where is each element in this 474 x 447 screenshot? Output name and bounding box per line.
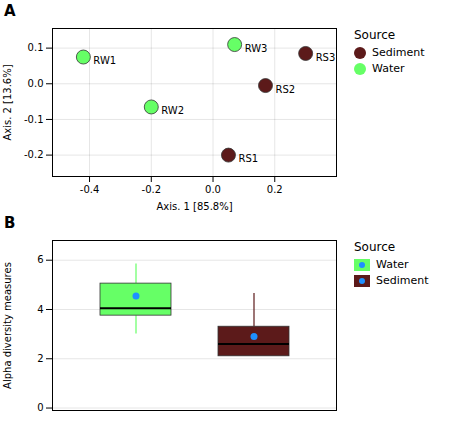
- svg-text:-0.2: -0.2: [24, 149, 44, 160]
- svg-text:0: 0: [37, 402, 43, 413]
- svg-text:RW1: RW1: [93, 55, 116, 66]
- svg-text:RS2: RS2: [276, 84, 296, 95]
- svg-text:RS1: RS1: [238, 153, 258, 164]
- svg-text:4: 4: [37, 304, 43, 315]
- html-text:Source: Source: [354, 240, 396, 254]
- svg-text:0.1: 0.1: [28, 42, 44, 53]
- svg-text:-0.2: -0.2: [142, 184, 162, 195]
- html-text:Sediment: Sediment: [376, 274, 429, 287]
- svg-text:0.0: 0.0: [28, 78, 44, 89]
- svg-text:0.0: 0.0: [205, 184, 221, 195]
- svg-text:RW3: RW3: [245, 43, 268, 54]
- html-text:Water: Water: [372, 62, 405, 75]
- svg-text:RS3: RS3: [316, 52, 336, 63]
- html-text:A: A: [4, 2, 16, 20]
- svg-text:Axis. 1 [85.8%]: Axis. 1 [85.8%]: [156, 201, 232, 212]
- svg-text:2: 2: [37, 353, 43, 364]
- svg-text:-0.1: -0.1: [24, 114, 44, 125]
- svg-text:Axis. 2 [13.6%]: Axis. 2 [13.6%]: [2, 64, 13, 140]
- html-text:Source: Source: [354, 28, 396, 42]
- svg-text:RW2: RW2: [161, 105, 184, 116]
- html-text:B: B: [4, 214, 16, 232]
- svg-text:0.2: 0.2: [267, 184, 283, 195]
- svg-text:Alpha diversity measures: Alpha diversity measures: [2, 262, 13, 389]
- html-text:Water: Water: [376, 258, 409, 271]
- svg-text:-0.4: -0.4: [80, 184, 100, 195]
- html-text:Sediment: Sediment: [372, 46, 425, 59]
- svg-text:6: 6: [37, 254, 43, 265]
